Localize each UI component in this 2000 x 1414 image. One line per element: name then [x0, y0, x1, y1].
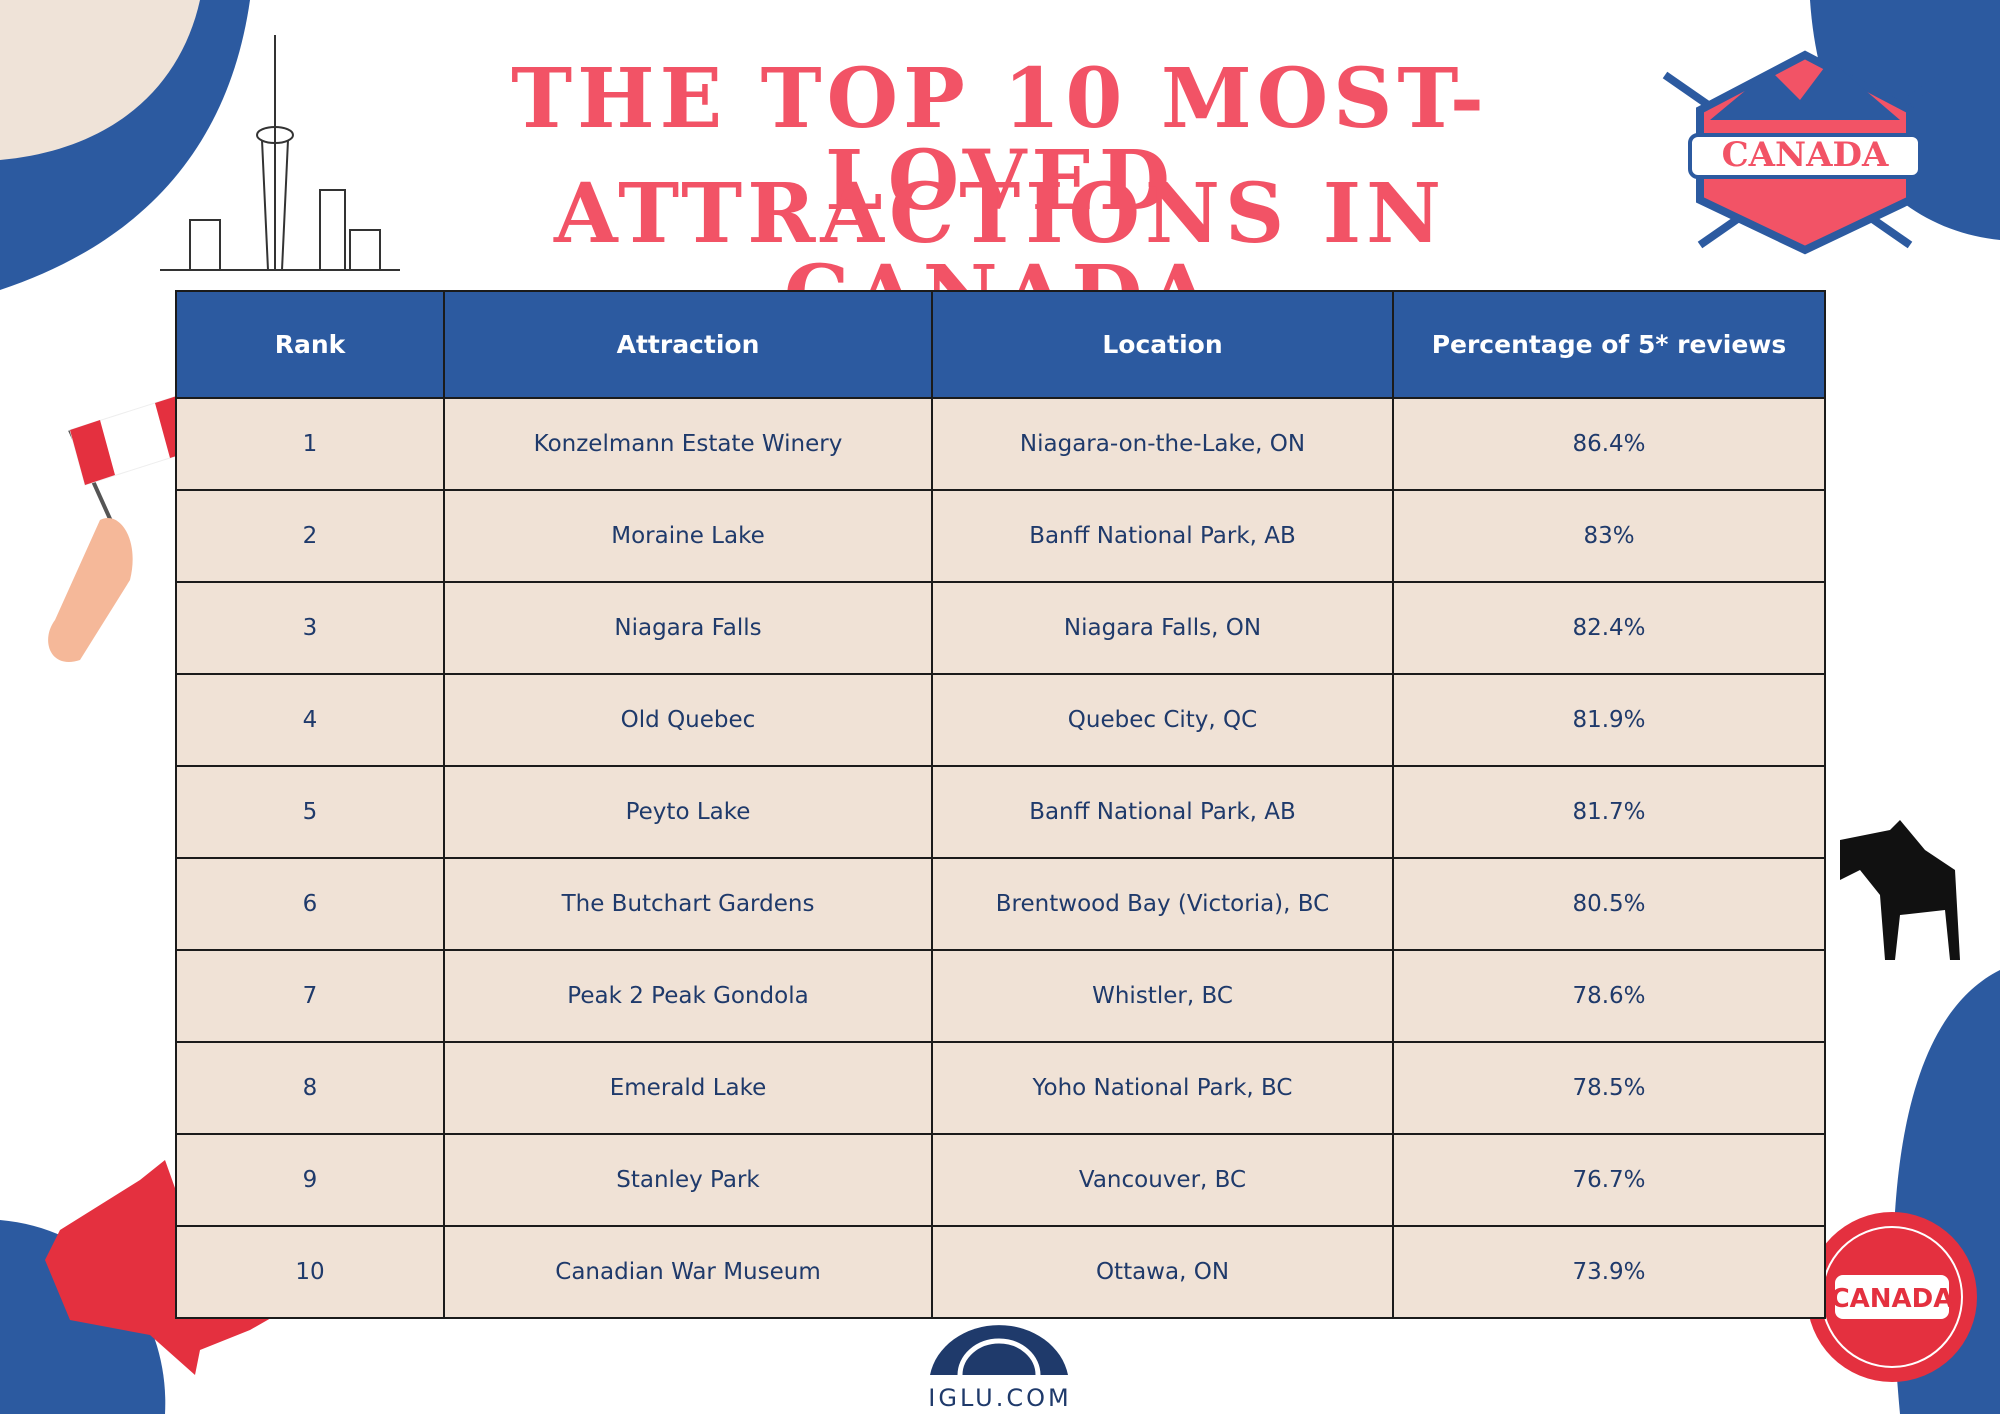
- table-cell: 7: [175, 949, 445, 1043]
- crest-text: CANADA: [1722, 135, 1889, 175]
- table-cell: Brentwood Bay (Victoria), BC: [931, 857, 1394, 951]
- table-row: 6 The Butchart Gardens Brentwood Bay (Vict…: [175, 857, 1826, 951]
- table-row: 8 Emerald Lake Yoho National Park, BC 78.5%: [175, 1041, 1826, 1135]
- table-row: 3 Niagara Falls Niagara Falls, ON 82.4%: [175, 581, 1826, 675]
- table-cell: The Butchart Gardens: [443, 857, 933, 951]
- table-cell: Quebec City, QC: [931, 673, 1394, 767]
- table-cell: Yoho National Park, BC: [931, 1041, 1394, 1135]
- table-row: 4 Old Quebec Quebec City, QC 81.9%: [175, 673, 1826, 767]
- column-header: Rank: [175, 290, 445, 399]
- table-row: 7 Peak 2 Peak Gondola Whistler, BC 78.6%: [175, 949, 1826, 1043]
- column-header: Attraction: [443, 290, 933, 399]
- table-cell: Niagara Falls: [443, 581, 933, 675]
- table-row: 1 Konzelmann Estate Winery Niagara-on-the-…: [175, 397, 1826, 491]
- column-header: Location: [931, 290, 1394, 399]
- table-cell: Niagara Falls, ON: [931, 581, 1394, 675]
- table-cell: 5: [175, 765, 445, 859]
- table-cell: Peak 2 Peak Gondola: [443, 949, 933, 1043]
- table-cell: Vancouver, BC: [931, 1133, 1394, 1227]
- table-cell: 9: [175, 1133, 445, 1227]
- table-cell: Moraine Lake: [443, 489, 933, 583]
- table-cell: Niagara-on-the-Lake, ON: [931, 397, 1394, 491]
- table-cell: 76.7%: [1392, 1133, 1826, 1227]
- table-cell: Stanley Park: [443, 1133, 933, 1227]
- table-row: 9 Stanley Park Vancouver, BC 76.7%: [175, 1133, 1826, 1227]
- column-header: Percentage of 5* reviews: [1392, 290, 1826, 399]
- table-cell: Whistler, BC: [931, 949, 1394, 1043]
- table-cell: 2: [175, 489, 445, 583]
- logo-arc: [957, 1338, 1041, 1376]
- table-cell: Banff National Park, AB: [931, 489, 1394, 583]
- table-cell: Banff National Park, AB: [931, 765, 1394, 859]
- logo-text: IGLU.COM: [928, 1384, 1072, 1412]
- table-cell: 3: [175, 581, 445, 675]
- corner-blob: [0, 0, 200, 160]
- table-cell: Canadian War Museum: [443, 1225, 933, 1319]
- table-row: 2 Moraine Lake Banff National Park, AB 83%: [175, 489, 1826, 583]
- table-body: 1 Konzelmann Estate Winery Niagara-on-the-…: [175, 397, 1826, 1319]
- table-cell: Ottawa, ON: [931, 1225, 1394, 1319]
- table-row: 5 Peyto Lake Banff National Park, AB 81.7%: [175, 765, 1826, 859]
- table-cell: 73.9%: [1392, 1225, 1826, 1319]
- header-row: Rank Attraction Location Percentage of 5* r…: [175, 290, 1826, 399]
- table-cell: 81.9%: [1392, 673, 1826, 767]
- table-cell: 10: [175, 1225, 445, 1319]
- table-cell: 8: [175, 1041, 445, 1135]
- table-row: 10 Canadian War Museum Ottawa, ON 73.9%: [175, 1225, 1826, 1319]
- table-cell: 80.5%: [1392, 857, 1826, 951]
- table-cell: 81.7%: [1392, 765, 1826, 859]
- table-cell: Peyto Lake: [443, 765, 933, 859]
- title-line: THE TOP 10 MOST-LOVED: [511, 51, 1489, 229]
- map: [45, 1160, 285, 1375]
- moose: [1840, 820, 1960, 960]
- table-cell: Konzelmann Estate Winery: [443, 397, 933, 491]
- stamp-text: CANADA: [1831, 1284, 1954, 1314]
- table-cell: 86.4%: [1392, 397, 1826, 491]
- table-cell: 4: [175, 673, 445, 767]
- table: Rank Attraction Location Percentage of 5* r…: [175, 290, 1826, 1319]
- logo-mark: [930, 1325, 1068, 1375]
- table-cell: 78.6%: [1392, 949, 1826, 1043]
- table-cell: 6: [175, 857, 445, 951]
- table-cell: 1: [175, 397, 445, 491]
- table-cell: 82.4%: [1392, 581, 1826, 675]
- table-cell: 78.5%: [1392, 1041, 1826, 1135]
- crest: [1662, 50, 1948, 255]
- table-cell: 83%: [1392, 489, 1826, 583]
- stamp: [1807, 1212, 1977, 1382]
- table-cell: Old Quebec: [443, 673, 933, 767]
- flag-hand: [48, 394, 196, 662]
- table-cell: Emerald Lake: [443, 1041, 933, 1135]
- tower-skyline: [160, 35, 400, 271]
